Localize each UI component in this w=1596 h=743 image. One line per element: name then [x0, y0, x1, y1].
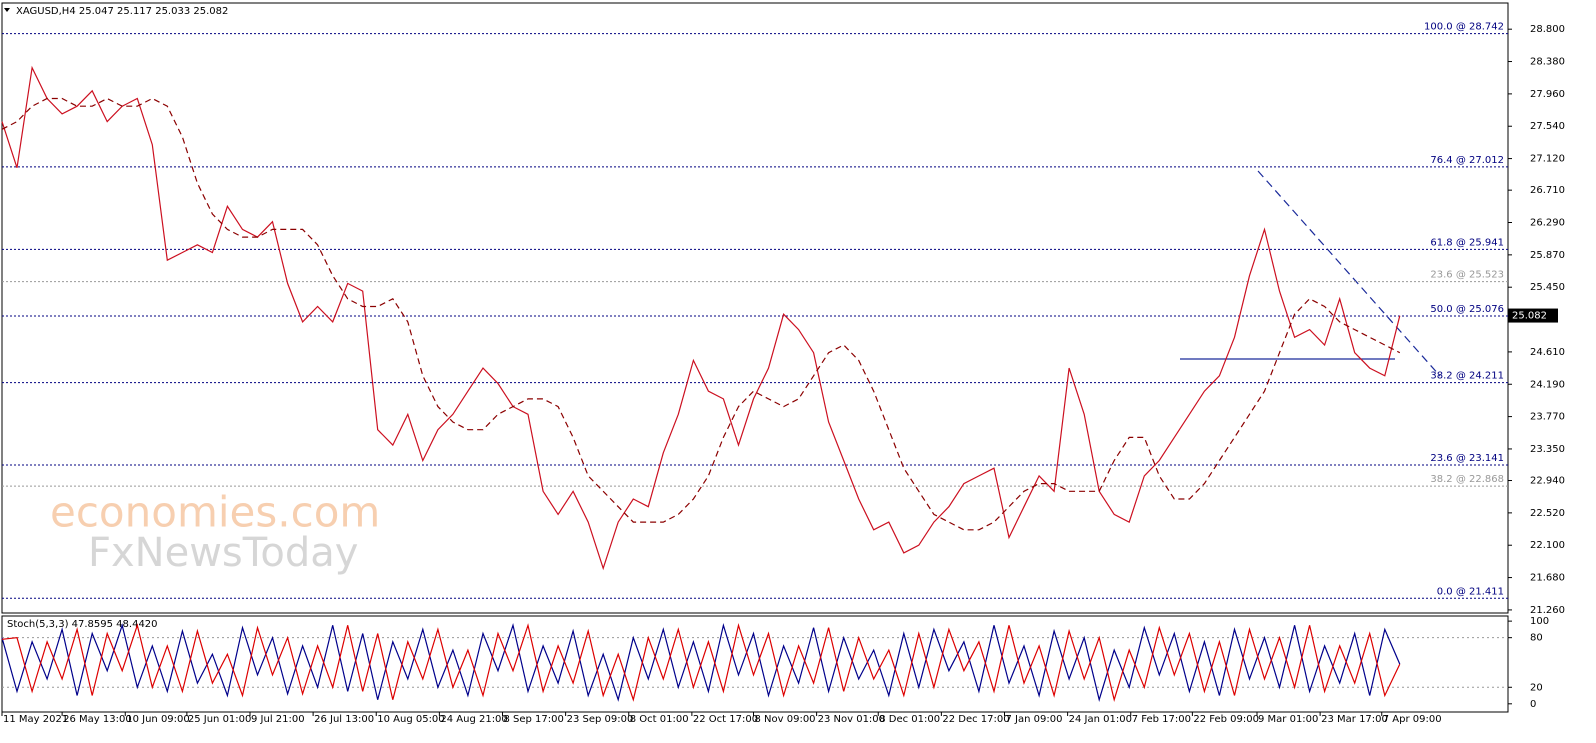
x-tick-label: 26 May 13:00 [63, 714, 132, 725]
fib-label: 0.0 @ 21.411 [1437, 586, 1504, 597]
x-tick-label: 23 Nov 01:00 [818, 714, 885, 725]
y-tick-label: 28.800 [1530, 24, 1565, 35]
x-tick-label: 10 Jun 09:00 [126, 714, 190, 725]
x-tick-label: 9 Mar 01:00 [1258, 714, 1318, 725]
x-tick-label: 8 Oct 01:00 [630, 714, 689, 725]
y-tick-label: 24.610 [1530, 347, 1565, 358]
y-tick-label: 25.450 [1530, 282, 1565, 293]
x-tick-label: 24 Jan 01:00 [1069, 714, 1132, 725]
x-tick-label: 26 Jul 13:00 [314, 714, 374, 725]
y-tick-label: 23.770 [1530, 412, 1565, 423]
x-tick-label: 23 Mar 17:00 [1321, 714, 1388, 725]
y-tick-label: 22.100 [1530, 540, 1565, 551]
x-tick-label: 7 Feb 17:00 [1132, 714, 1191, 725]
x-tick-label: 22 Dec 17:00 [942, 714, 1009, 725]
fib-label: 76.4 @ 27.012 [1430, 155, 1504, 166]
last-price-label: 25.082 [1512, 311, 1547, 322]
x-tick-label: 7 Apr 09:00 [1383, 714, 1442, 725]
fib-label: 61.8 @ 25.941 [1430, 237, 1504, 248]
y-tick-label: 100 [1530, 616, 1549, 627]
x-tick-label: 11 May 2021 [3, 714, 68, 725]
x-tick-label: 8 Sep 17:00 [503, 714, 563, 725]
fib-label: 50.0 @ 25.076 [1430, 304, 1504, 315]
watermark: FxNewsToday [88, 530, 358, 576]
fib-label: 23.6 @ 23.141 [1430, 453, 1504, 464]
x-tick-label: 7 Jan 09:00 [1005, 714, 1062, 725]
y-tick-label: 27.120 [1530, 154, 1565, 165]
fib-label: 100.0 @ 28.742 [1424, 22, 1504, 33]
x-tick-label: 8 Nov 09:00 [754, 714, 815, 725]
y-tick-label: 21.680 [1530, 573, 1565, 584]
panel-title: Stoch(5,3,3) 47.8595 48.4420 [7, 619, 158, 630]
y-tick-label: 25.870 [1530, 250, 1565, 261]
x-tick-label: 9 Jul 21:00 [251, 714, 305, 725]
x-tick-label: 22 Oct 17:00 [693, 714, 758, 725]
panel-frame [1, 615, 1509, 713]
y-tick-label: 26.290 [1530, 218, 1565, 229]
x-tick-label: 24 Aug 21:00 [440, 714, 507, 725]
y-tick-label: 26.710 [1530, 185, 1565, 196]
panel-frame [1, 2, 1509, 614]
y-tick-label: 23.350 [1530, 444, 1565, 455]
series-line [1, 65, 1401, 571]
fib-label: 38.2 @ 22.868 [1430, 474, 1504, 485]
watermark: economies.com [50, 488, 380, 537]
series-line [1, 622, 1401, 702]
menu-triangle [4, 8, 10, 12]
y-tick-label: 0 [1530, 699, 1536, 710]
y-tick-label: 22.940 [1530, 476, 1565, 487]
fib-label: 38.2 @ 24.211 [1430, 371, 1504, 382]
y-tick-label: 27.540 [1530, 121, 1565, 132]
x-tick-label: 23 Sep 09:00 [567, 714, 634, 725]
x-tick-label: 10 Aug 05:00 [377, 714, 444, 725]
x-tick-label: 8 Dec 01:00 [879, 714, 940, 725]
y-tick-label: 27.960 [1530, 89, 1565, 100]
panel-title: XAGUSD,H4 25.047 25.117 25.033 25.082 [16, 6, 228, 17]
last-price-box [1508, 308, 1558, 323]
y-tick-label: 20 [1530, 682, 1543, 693]
fib-label: 23.6 @ 25.523 [1430, 270, 1504, 281]
y-tick-label: 24.190 [1530, 379, 1565, 390]
y-tick-label: 22.520 [1530, 508, 1565, 519]
series-line [1, 97, 1401, 531]
series-line [1, 622, 1401, 702]
x-tick-label: 22 Feb 09:00 [1193, 714, 1259, 725]
y-tick-label: 80 [1530, 633, 1543, 644]
y-tick-label: 28.380 [1530, 57, 1565, 68]
trend-line [1257, 170, 1441, 377]
y-tick-label: 21.260 [1530, 605, 1565, 616]
x-tick-label: 25 Jun 01:00 [188, 714, 252, 725]
